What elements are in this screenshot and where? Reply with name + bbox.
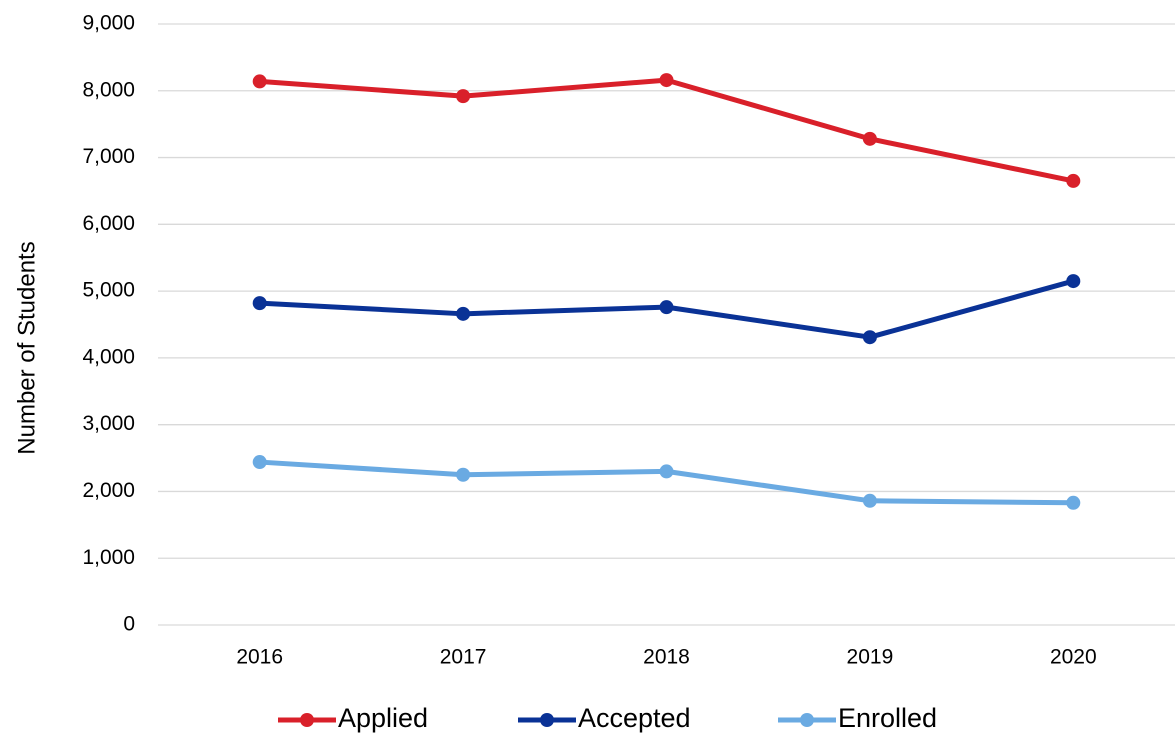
y-tick-label: 6,000 xyxy=(82,212,135,235)
series-marker xyxy=(456,467,471,482)
legend-label: Enrolled xyxy=(838,703,937,733)
series-marker xyxy=(659,464,674,479)
y-tick-label: 7,000 xyxy=(82,145,135,168)
y-tick-label: 0 xyxy=(123,613,135,636)
series-marker xyxy=(252,74,267,89)
legend-marker xyxy=(540,713,554,727)
x-tick-label: 2017 xyxy=(440,646,487,669)
series-line xyxy=(259,77,1074,184)
y-tick-label: 3,000 xyxy=(82,412,135,435)
series-marker xyxy=(456,89,471,104)
y-tick-label: 9,000 xyxy=(82,12,135,35)
y-tick-label: 2,000 xyxy=(82,479,135,502)
legend-label: Applied xyxy=(338,703,428,733)
y-tick-label: 4,000 xyxy=(82,345,135,368)
x-tick-label: 2016 xyxy=(236,646,283,669)
legend-label: Accepted xyxy=(578,703,691,733)
series-marker xyxy=(252,296,267,311)
series-marker xyxy=(1066,495,1081,510)
y-axis-label: Number of Students xyxy=(13,241,40,454)
series-marker xyxy=(659,300,674,315)
legend-marker xyxy=(300,713,314,727)
series-marker xyxy=(862,330,877,345)
series-marker xyxy=(1066,173,1081,188)
x-tick-label: 2020 xyxy=(1050,646,1097,669)
legend-marker xyxy=(800,713,814,727)
series-marker xyxy=(862,493,877,508)
series-marker xyxy=(252,455,267,470)
series-marker xyxy=(862,131,877,146)
x-tick-label: 2018 xyxy=(643,646,690,669)
series-marker xyxy=(1066,274,1081,289)
series-marker xyxy=(456,306,471,321)
y-tick-label: 8,000 xyxy=(82,78,135,101)
y-tick-label: 1,000 xyxy=(82,546,135,569)
y-tick-label: 5,000 xyxy=(82,279,135,302)
x-tick-label: 2019 xyxy=(847,646,894,669)
series-marker xyxy=(659,73,674,88)
